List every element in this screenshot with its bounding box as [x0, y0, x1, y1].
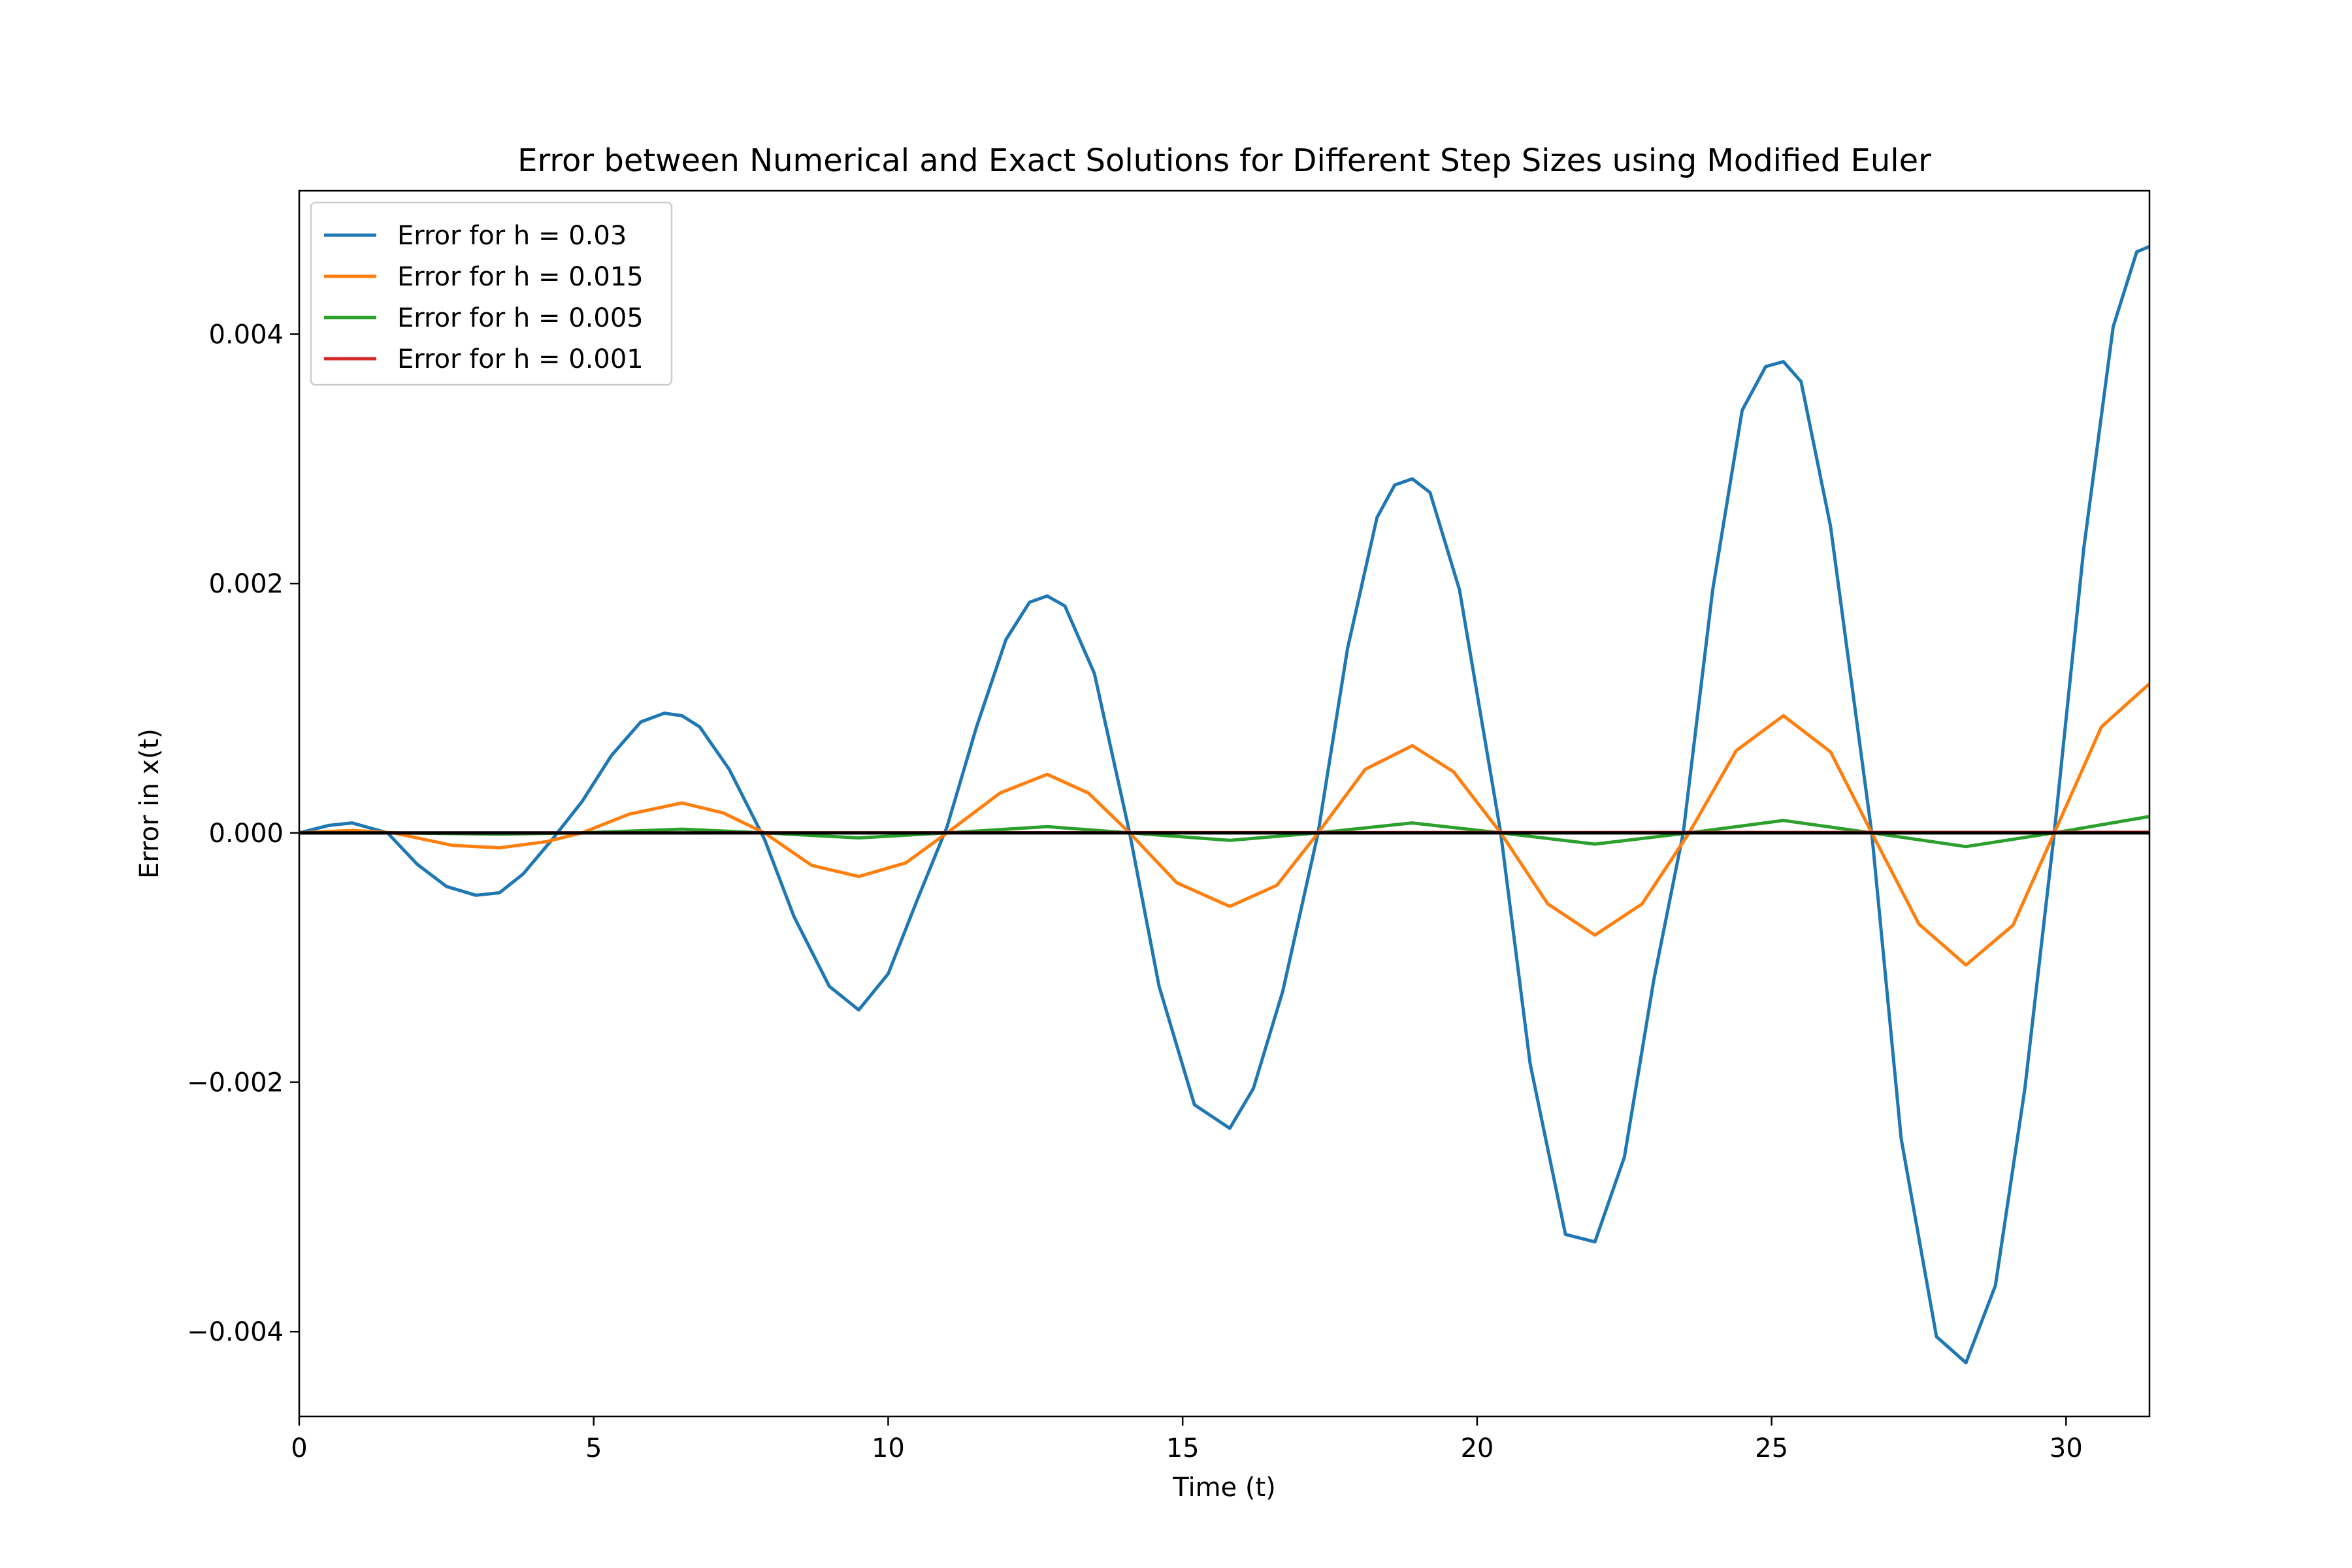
y-tick-label: 0.004: [208, 319, 284, 350]
x-tick-label: 25: [1755, 1433, 1788, 1463]
series-line-1: [299, 245, 2149, 1365]
y-tick-label: 0.000: [208, 819, 284, 849]
legend-box: [310, 201, 673, 386]
y-tick-label: 0.002: [208, 569, 284, 599]
x-tick-label: 20: [1460, 1433, 1494, 1463]
plot-area: [298, 189, 2151, 1418]
legend-label-2: Error for h = 0.015: [397, 262, 644, 292]
axes-frame: [298, 189, 2151, 1418]
y-tick-label: −0.002: [187, 1068, 284, 1098]
chart-title: Error between Numerical and Exact Soluti…: [517, 142, 1931, 179]
x-tick-label: 30: [2050, 1433, 2083, 1463]
x-axis-label: Time (t): [1172, 1473, 1276, 1503]
x-tick-label: 0: [291, 1433, 307, 1463]
legend-label-4: Error for h = 0.001: [397, 344, 644, 374]
series-line-2: [299, 683, 2149, 967]
x-tick-label: 15: [1166, 1433, 1200, 1463]
y-axis-label: Error in x(t): [135, 728, 165, 879]
x-tick-label: 5: [585, 1433, 602, 1463]
x-axis-ticks: 0 5 10 15 20 25 30: [291, 1416, 2083, 1463]
legend-label-3: Error for h = 0.005: [397, 303, 644, 333]
legend-label-1: Error for h = 0.03: [397, 221, 627, 251]
x-tick-label: 10: [872, 1433, 905, 1463]
y-axis-ticks: −0.004 −0.002 0.000 0.002 0.004: [187, 319, 299, 1347]
y-tick-label: −0.004: [187, 1317, 284, 1347]
legend: Error for h = 0.03 Error for h = 0.015 Err…: [310, 201, 673, 386]
